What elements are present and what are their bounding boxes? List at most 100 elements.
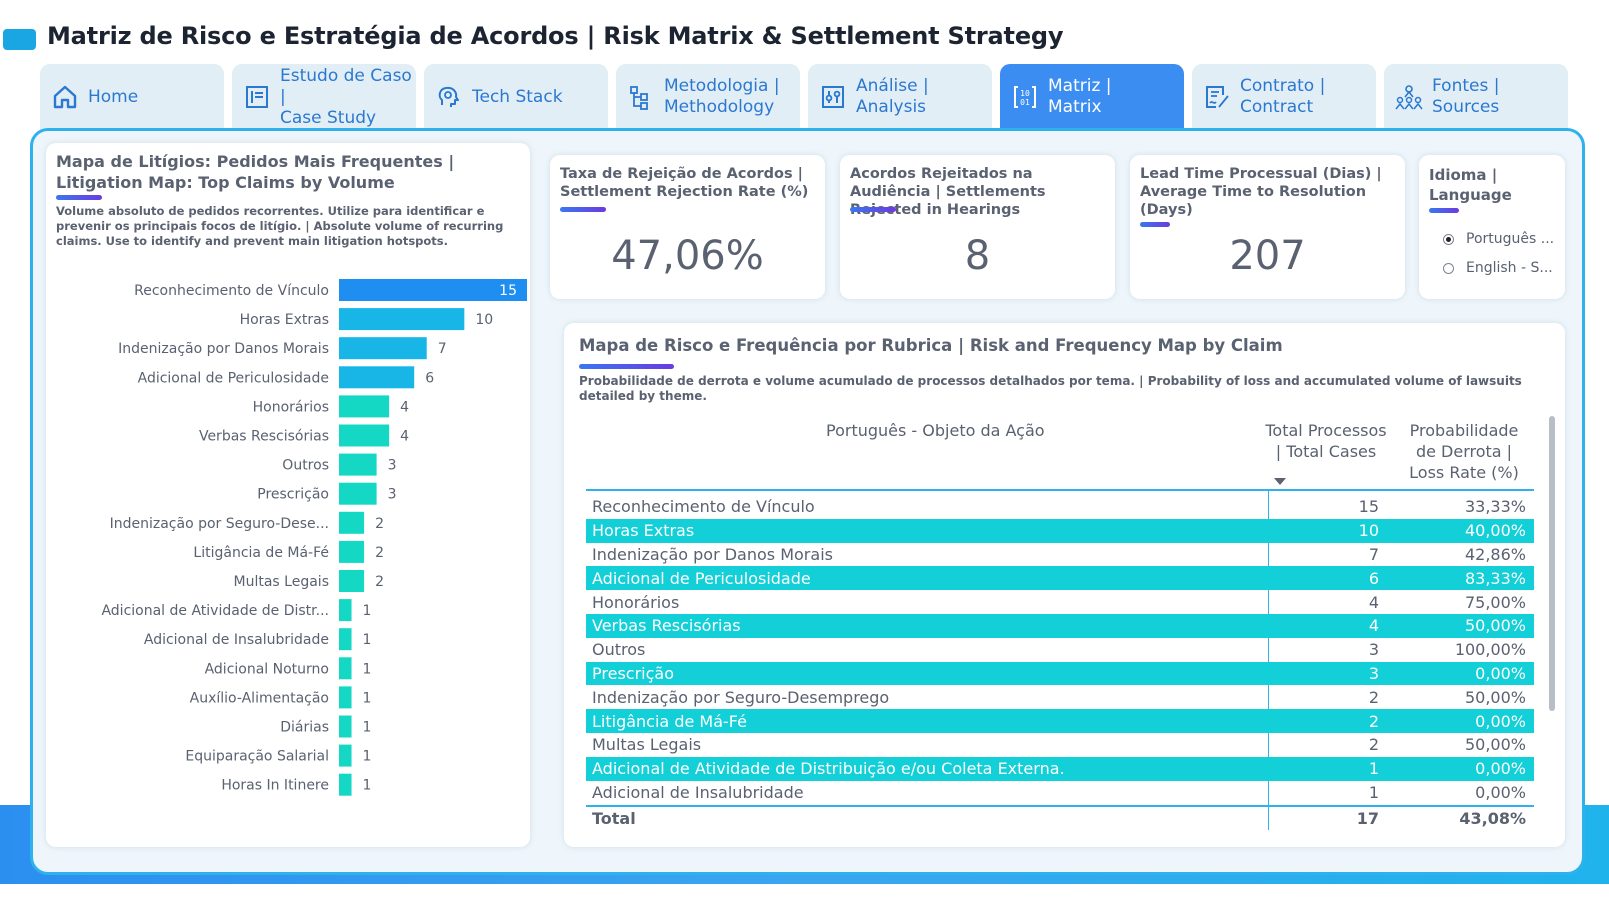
row-loss-rate: 33,33% bbox=[1464, 497, 1526, 517]
bar[interactable] bbox=[339, 570, 365, 592]
kpi-title: Lead Time Processual (Dias) | Average Ti… bbox=[1140, 166, 1382, 218]
bar[interactable] bbox=[339, 511, 365, 534]
radio-checked-icon[interactable] bbox=[1443, 233, 1454, 245]
table-row[interactable]: Indenização por Seguro-Desemprego 2 50,00% bbox=[586, 685, 1534, 709]
bar[interactable] bbox=[339, 599, 352, 622]
language-option-label: English - S... bbox=[1466, 260, 1553, 276]
sliders-icon bbox=[818, 82, 848, 112]
bar-value-label: 1 bbox=[363, 690, 372, 706]
bar[interactable] bbox=[339, 308, 465, 331]
bar-value-label: 1 bbox=[363, 632, 372, 648]
tab-home[interactable]: Home bbox=[40, 64, 224, 130]
row-claim-name: Horas Extras bbox=[592, 521, 695, 541]
row-loss-rate: 42,86% bbox=[1464, 544, 1526, 564]
row-claim-name: Adicional de Periculosidade bbox=[592, 568, 811, 588]
row-total-cases: 15 bbox=[1358, 497, 1379, 517]
language-option-portuguese[interactable]: Português ... bbox=[1443, 231, 1554, 247]
total-divider bbox=[586, 805, 1534, 807]
table-row[interactable]: Honorários 4 75,00% bbox=[586, 590, 1534, 614]
title-chip bbox=[3, 29, 36, 50]
row-claim-name: Reconhecimento de Vínculo bbox=[592, 497, 815, 517]
bar-category-label: Diárias bbox=[280, 720, 329, 736]
tab-sources[interactable]: Fontes | Sources bbox=[1384, 64, 1568, 130]
document-icon bbox=[242, 82, 272, 112]
tab-analysis[interactable]: Análise | Analysis bbox=[808, 64, 992, 130]
row-total-cases: 4 bbox=[1368, 616, 1379, 636]
bar[interactable] bbox=[339, 744, 352, 767]
table-row[interactable]: Litigância de Má-Fé 2 0,00% bbox=[586, 709, 1534, 733]
page-title: Matriz de Risco e Estratégia de Acordos … bbox=[47, 22, 1064, 50]
risk-frequency-table-card: Mapa de Risco e Frequência por Rubrica |… bbox=[564, 323, 1565, 847]
bar[interactable] bbox=[339, 453, 377, 476]
table-row[interactable]: Adicional de Periculosidade 6 83,33% bbox=[586, 566, 1534, 591]
brain-icon bbox=[434, 82, 464, 112]
row-claim-name: Verbas Rescisórias bbox=[592, 616, 741, 636]
row-loss-rate: 0,00% bbox=[1475, 663, 1526, 683]
table-row[interactable]: Multas Legais 2 50,00% bbox=[586, 733, 1534, 757]
svg-text:10: 10 bbox=[1020, 89, 1030, 98]
bar[interactable] bbox=[339, 657, 352, 680]
row-loss-rate: 75,00% bbox=[1464, 592, 1526, 612]
row-total-cases: 3 bbox=[1368, 663, 1379, 683]
title-accent bbox=[579, 364, 674, 369]
bar[interactable] bbox=[339, 715, 352, 738]
bar-value-label: 2 bbox=[375, 574, 384, 590]
bar-value-label: 3 bbox=[388, 487, 397, 503]
bar[interactable] bbox=[339, 773, 352, 796]
language-option-english[interactable]: English - S... bbox=[1443, 260, 1553, 276]
bar-category-label: Litigância de Má-Fé bbox=[193, 545, 329, 561]
total-label: Total bbox=[592, 809, 636, 828]
table-total-row: Total 17 43,08% bbox=[586, 809, 1534, 831]
bar-value-label: 15 bbox=[499, 283, 517, 299]
tab-contract[interactable]: Contrato | Contract bbox=[1192, 64, 1376, 130]
table-row[interactable]: Prescrição 3 0,00% bbox=[586, 661, 1534, 686]
radio-unchecked-icon[interactable] bbox=[1443, 262, 1454, 274]
bar-value-label: 1 bbox=[363, 749, 372, 765]
table-row[interactable]: Indenização por Danos Morais 7 42,86% bbox=[586, 543, 1534, 567]
bar[interactable] bbox=[339, 540, 365, 563]
bar[interactable] bbox=[339, 366, 415, 389]
bar-value-label: 4 bbox=[400, 429, 409, 445]
sort-desc-icon[interactable] bbox=[1274, 478, 1286, 485]
bar[interactable] bbox=[339, 337, 427, 360]
tab-methodology[interactable]: Metodologia | Methodology bbox=[616, 64, 800, 130]
table-row[interactable]: Adicional de Atividade de Distribuição e… bbox=[586, 756, 1534, 781]
table-row[interactable]: Reconhecimento de Vínculo 15 33,33% bbox=[586, 495, 1534, 519]
table-row[interactable]: Outros 3 100,00% bbox=[586, 638, 1534, 662]
tab-case-study[interactable]: Estudo de Caso | Case Study bbox=[232, 64, 416, 130]
bar-category-label: Outros bbox=[282, 458, 329, 474]
column-header-total[interactable]: Total Processos | Total Cases bbox=[1265, 421, 1387, 461]
total-cases: 17 bbox=[1356, 809, 1379, 828]
bar[interactable] bbox=[339, 279, 527, 301]
bar[interactable] bbox=[339, 424, 390, 447]
tab-label: Fontes | Sources bbox=[1432, 76, 1500, 117]
table-row[interactable]: Horas Extras 10 40,00% bbox=[586, 518, 1534, 543]
table-row[interactable]: Adicional de Insalubridade 1 0,00% bbox=[586, 781, 1534, 805]
row-claim-name: Prescrição bbox=[592, 663, 674, 683]
row-claim-name: Honorários bbox=[592, 592, 680, 612]
claims-bar-chart: Reconhecimento de Vínculo 15 Horas Extras 1… bbox=[101, 279, 527, 796]
row-loss-rate: 100,00% bbox=[1454, 640, 1526, 660]
language-slicer: Idioma | Language Português ... English … bbox=[1419, 155, 1565, 299]
bar[interactable] bbox=[339, 628, 352, 651]
table-scrollbar[interactable] bbox=[1549, 416, 1555, 711]
column-header-object[interactable]: Português - Objeto da Ação bbox=[826, 421, 1045, 440]
kpi-title: Acordos Rejeitados na Audiência | Settle… bbox=[850, 166, 1046, 218]
bar[interactable] bbox=[339, 395, 390, 418]
row-loss-rate: 83,33% bbox=[1464, 568, 1526, 588]
tab-matrix[interactable]: 10 01 Matriz | Matrix bbox=[1000, 64, 1184, 130]
column-header-loss-rate[interactable]: Probabilidade de Derrota | Loss Rate (%) bbox=[1409, 421, 1519, 482]
row-loss-rate: 0,00% bbox=[1475, 711, 1526, 731]
row-claim-name: Indenização por Danos Morais bbox=[592, 544, 833, 564]
row-total-cases: 2 bbox=[1368, 711, 1379, 731]
row-loss-rate: 50,00% bbox=[1464, 616, 1526, 636]
column-divider bbox=[1268, 491, 1269, 830]
table-row[interactable]: Verbas Rescisórias 4 50,00% bbox=[586, 613, 1534, 638]
tab-tech-stack[interactable]: Tech Stack bbox=[424, 64, 608, 130]
bar-category-label: Auxílio-Alimentação bbox=[190, 690, 329, 706]
bar[interactable] bbox=[339, 482, 377, 505]
header-divider bbox=[586, 489, 1534, 491]
bottom-fade bbox=[0, 884, 1609, 904]
bar[interactable] bbox=[339, 686, 352, 709]
